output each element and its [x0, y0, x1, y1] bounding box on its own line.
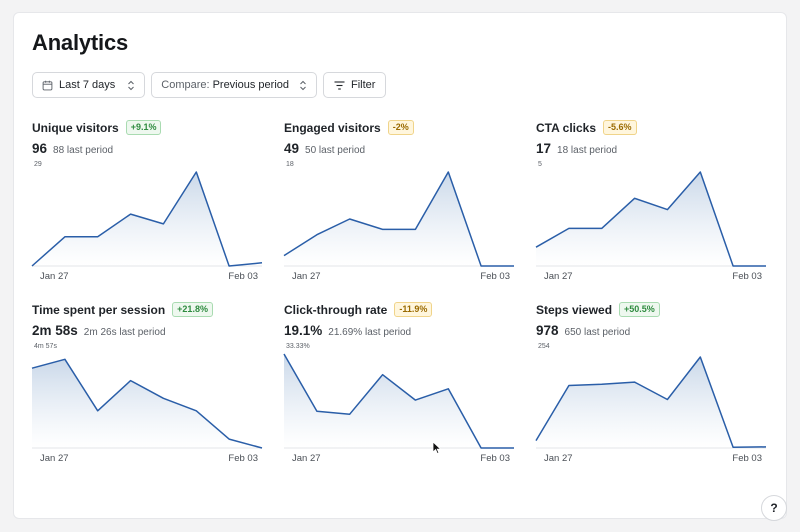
area-fill	[284, 172, 514, 266]
area-fill	[32, 359, 262, 448]
x-start-label: Jan 27	[40, 271, 69, 282]
chevron-updown-icon	[128, 80, 135, 90]
y-max-label: 18	[286, 161, 294, 168]
x-end-label: Feb 03	[480, 271, 510, 282]
metric-name: Steps viewed	[536, 302, 613, 317]
metric-name: CTA clicks	[536, 120, 597, 135]
date-range-select[interactable]: Last 7 days	[32, 72, 146, 98]
metric-time-spent-per-session: Time spent per session +21.8% 2m 58s 2m …	[31, 302, 263, 464]
filter-button[interactable]: Filter	[323, 72, 387, 98]
compare-select[interactable]: Compare: Previous period	[151, 72, 317, 98]
metric-value: 978	[536, 323, 559, 338]
y-max-label: 4m 57s	[34, 343, 57, 350]
metric-engaged-visitors: Engaged visitors -2% 49 50 last period 1…	[283, 120, 515, 282]
metric-steps-viewed: Steps viewed +50.5% 978 650 last period …	[535, 302, 767, 464]
previous-period-value: 50 last period	[305, 145, 366, 156]
y-max-label: 29	[34, 161, 42, 168]
previous-period-value: 650 last period	[564, 327, 631, 338]
page-title: Analytics	[32, 30, 129, 55]
x-end-label: Feb 03	[480, 453, 510, 464]
series-line	[535, 171, 766, 267]
filter-icon	[334, 80, 345, 90]
metric-name: Unique visitors	[32, 120, 119, 135]
series-line	[31, 171, 263, 267]
x-end-label: Feb 03	[732, 453, 762, 464]
metric-value: 49	[284, 141, 300, 156]
metric-value: 17	[536, 141, 552, 156]
sparkline-chart: 5 Jan 27 Feb 03	[535, 161, 767, 282]
sparkline-chart: 29 Jan 27 Feb 03	[31, 161, 263, 282]
metric-value: 2m 58s	[32, 323, 78, 338]
sparkline-chart: 4m 57s Jan 27 Feb 03	[31, 343, 263, 464]
x-end-label: Feb 03	[732, 271, 762, 282]
delta-badge: -2%	[387, 120, 414, 135]
delta-badge: +50.5%	[619, 302, 660, 317]
date-range-label: Last 7 days	[59, 79, 116, 91]
previous-period-value: 88 last period	[53, 145, 114, 156]
metric-name: Click-through rate	[284, 302, 388, 317]
delta-badge: +9.1%	[125, 120, 162, 135]
previous-period-value: 21.69% last period	[328, 327, 412, 338]
y-max-label: 5	[538, 161, 542, 168]
metric-value: 96	[32, 141, 48, 156]
x-start-label: Jan 27	[292, 271, 321, 282]
x-start-label: Jan 27	[544, 271, 573, 282]
sparkline-chart: 254 Jan 27 Feb 03	[535, 343, 767, 464]
x-start-label: Jan 27	[544, 453, 573, 464]
sparkline-chart: 18 Jan 27 Feb 03	[283, 161, 515, 282]
y-max-label: 254	[538, 343, 550, 350]
series-line	[283, 353, 514, 449]
series-line	[283, 171, 514, 267]
delta-badge: -5.6%	[603, 120, 637, 135]
compare-value: Previous period	[212, 79, 289, 91]
x-end-label: Feb 03	[228, 271, 258, 282]
x-start-label: Jan 27	[40, 453, 69, 464]
metric-unique-visitors: Unique visitors +9.1% 96 88 last period …	[31, 120, 263, 282]
area-fill	[284, 354, 514, 448]
analytics-card: Analytics Last 7 days Compare: Previous …	[13, 12, 787, 519]
metric-name: Time spent per session	[32, 302, 166, 317]
sparkline-chart: 33.33% Jan 27 Feb 03	[283, 343, 515, 464]
x-end-label: Feb 03	[228, 453, 258, 464]
calendar-icon	[42, 80, 53, 90]
compare-prefix: Compare:	[161, 79, 210, 91]
metric-value: 19.1%	[284, 323, 323, 338]
previous-period-value: 18 last period	[557, 145, 618, 156]
delta-badge: -11.9%	[394, 302, 433, 317]
x-start-label: Jan 27	[292, 453, 321, 464]
metric-cta-clicks: CTA clicks -5.6% 17 18 last period 5 Jan …	[535, 120, 767, 282]
area-fill	[536, 172, 766, 266]
chevron-updown-icon	[300, 80, 306, 90]
previous-period-value: 2m 26s last period	[83, 327, 166, 338]
area-fill	[536, 357, 766, 448]
help-button[interactable]: ?	[761, 495, 787, 521]
delta-badge: +21.8%	[172, 302, 213, 317]
toolbar: Last 7 days Compare: Previous period Fil…	[32, 72, 387, 98]
filter-label: Filter	[351, 79, 376, 91]
metric-click-through-rate: Click-through rate -11.9% 19.1% 21.69% l…	[283, 302, 515, 464]
series-line	[535, 356, 767, 449]
series-line	[31, 358, 263, 449]
metric-name: Engaged visitors	[284, 120, 381, 135]
y-max-label: 33.33%	[286, 343, 310, 350]
mouse-cursor-icon	[432, 441, 442, 455]
